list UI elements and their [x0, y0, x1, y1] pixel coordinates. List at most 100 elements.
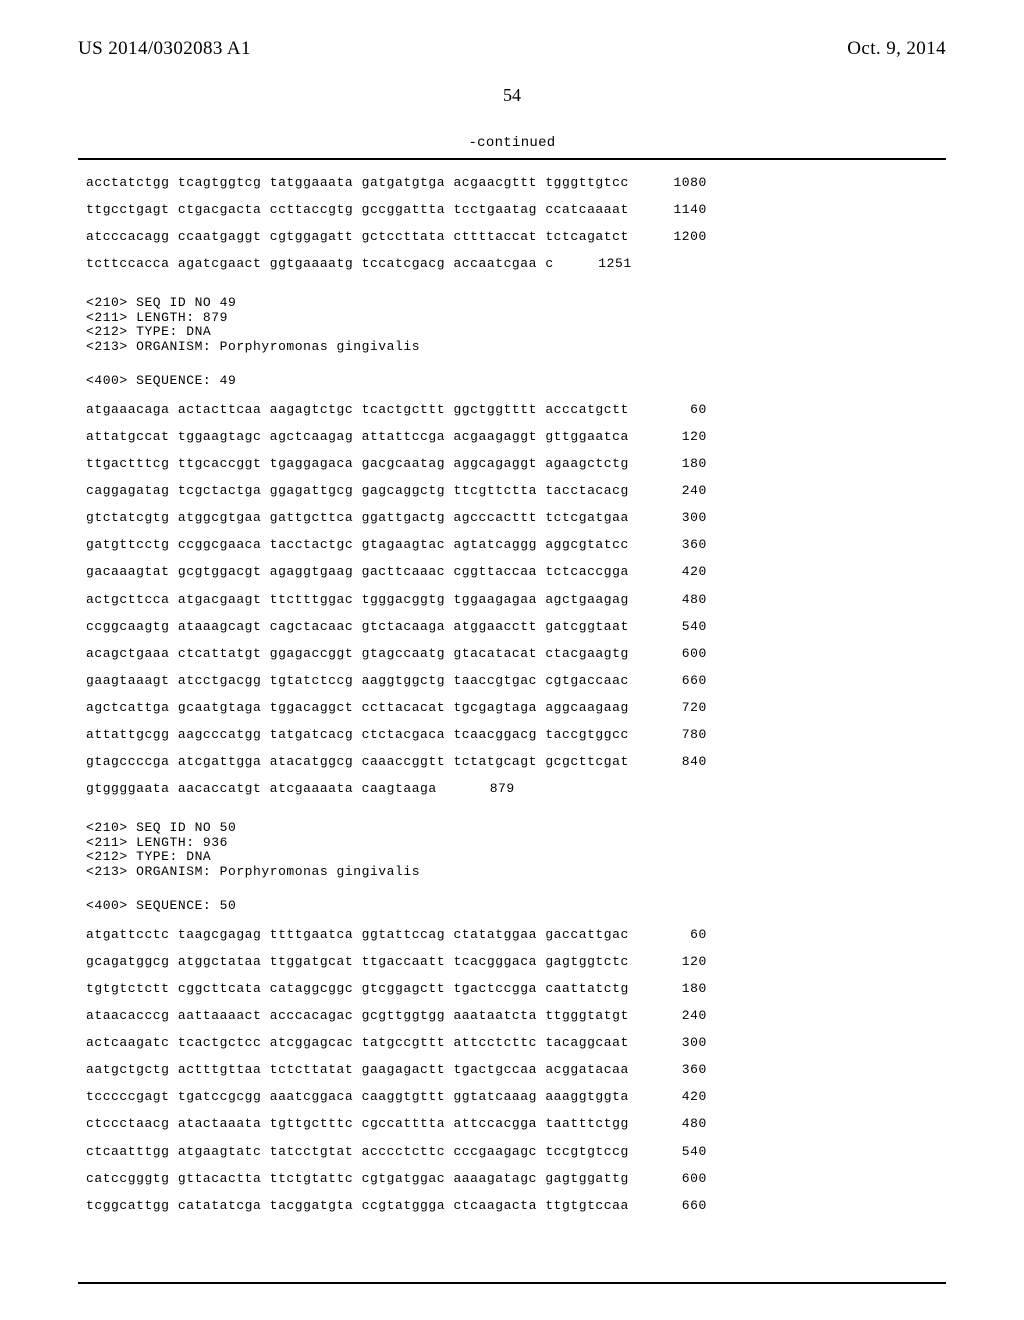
sequence-text: acagctgaaa ctcattatgt ggagaccggt gtagcca… [86, 647, 629, 662]
sequence-position: 1080 [643, 176, 707, 191]
sequence-position: 600 [643, 1172, 707, 1187]
publication-date: Oct. 9, 2014 [847, 38, 946, 60]
sequence-line: ttgcctgagt ctgacgacta ccttaccgtg gccggat… [86, 203, 938, 218]
sequence-position: 300 [643, 1036, 707, 1051]
sequence-text: tcccccgagt tgatccgcgg aaatcggaca caaggtg… [86, 1090, 629, 1105]
sequence-text: gcagatggcg atggctataa ttggatgcat ttgacca… [86, 955, 629, 970]
sequence-position: 720 [643, 701, 707, 716]
rule-top [78, 158, 946, 160]
sequence-position: 540 [643, 620, 707, 635]
sequence-text: attatgccat tggaagtagc agctcaagag attattc… [86, 430, 629, 445]
sequence-position: 540 [643, 1145, 707, 1160]
sequence-meta-line: <211> LENGTH: 879 [86, 311, 938, 326]
sequence-meta-line: <210> SEQ ID NO 49 [86, 296, 938, 311]
sequence-text: aatgctgctg actttgttaa tctcttatat gaagaga… [86, 1063, 629, 1078]
patent-number: US 2014/0302083 A1 [78, 38, 251, 60]
sequence-meta-block: <400> SEQUENCE: 50 [86, 899, 938, 914]
sequence-position: 360 [643, 1063, 707, 1078]
sequence-position: 480 [643, 593, 707, 608]
sequence-line: agctcattga gcaatgtaga tggacaggct ccttaca… [86, 701, 938, 716]
sequence-line: ttgactttcg ttgcaccggt tgaggagaca gacgcaa… [86, 457, 938, 472]
sequence-text: ttgcctgagt ctgacgacta ccttaccgtg gccggat… [86, 203, 629, 218]
sequence-meta-line: <400> SEQUENCE: 50 [86, 899, 938, 914]
sequence-text: gtctatcgtg atggcgtgaa gattgcttca ggattga… [86, 511, 629, 526]
sequence-position: 1251 [568, 257, 632, 272]
sequence-position: 240 [643, 484, 707, 499]
sequence-position: 60 [643, 928, 707, 943]
page: US 2014/0302083 A1 Oct. 9, 2014 54 -cont… [0, 0, 1024, 1320]
sequence-position: 420 [643, 565, 707, 580]
sequence-line: actgcttcca atgacgaagt ttctttggac tgggacg… [86, 593, 938, 608]
sequence-line: gatgttcctg ccggcgaaca tacctactgc gtagaag… [86, 538, 938, 553]
sequence-text: ccggcaagtg ataaagcagt cagctacaac gtctaca… [86, 620, 629, 635]
sequence-meta-line: <213> ORGANISM: Porphyromonas gingivalis [86, 865, 938, 880]
sequence-text: attattgcgg aagcccatgg tatgatcacg ctctacg… [86, 728, 629, 743]
rule-bottom [78, 1282, 946, 1284]
sequence-text: ctccctaacg atactaaata tgttgctttc cgccatt… [86, 1117, 629, 1132]
sequence-text: tcggcattgg catatatcga tacggatgta ccgtatg… [86, 1199, 629, 1214]
sequence-position: 120 [643, 955, 707, 970]
sequence-position: 660 [643, 1199, 707, 1214]
page-number: 54 [0, 85, 1024, 106]
sequence-text: gacaaagtat gcgtggacgt agaggtgaag gacttca… [86, 565, 629, 580]
sequence-line: ataacacccg aattaaaact acccacagac gcgttgg… [86, 1009, 938, 1024]
sequence-meta-block: <210> SEQ ID NO 49<211> LENGTH: 879<212>… [86, 296, 938, 354]
sequence-line: acagctgaaa ctcattatgt ggagaccggt gtagcca… [86, 647, 938, 662]
sequence-meta-line: <211> LENGTH: 936 [86, 836, 938, 851]
sequence-position: 420 [643, 1090, 707, 1105]
sequence-position: 1200 [643, 230, 707, 245]
sequence-line: gtctatcgtg atggcgtgaa gattgcttca ggattga… [86, 511, 938, 526]
sequence-meta-block: <400> SEQUENCE: 49 [86, 374, 938, 389]
sequence-text: caggagatag tcgctactga ggagattgcg gagcagg… [86, 484, 629, 499]
sequence-line: ccggcaagtg ataaagcagt cagctacaac gtctaca… [86, 620, 938, 635]
sequence-position: 879 [451, 782, 515, 797]
sequence-line: catccgggtg gttacactta ttctgtattc cgtgatg… [86, 1172, 938, 1187]
header-row: US 2014/0302083 A1 Oct. 9, 2014 [0, 38, 1024, 66]
sequence-text: agctcattga gcaatgtaga tggacaggct ccttaca… [86, 701, 629, 716]
sequence-position: 360 [643, 538, 707, 553]
sequence-meta-line: <212> TYPE: DNA [86, 325, 938, 340]
sequence-text: gatgttcctg ccggcgaaca tacctactgc gtagaag… [86, 538, 629, 553]
sequence-line: attatgccat tggaagtagc agctcaagag attattc… [86, 430, 938, 445]
sequence-line: ctccctaacg atactaaata tgttgctttc cgccatt… [86, 1117, 938, 1132]
sequence-position: 180 [643, 457, 707, 472]
sequence-line: tgtgtctctt cggcttcata cataggcggc gtcggag… [86, 982, 938, 997]
sequence-meta-block: <210> SEQ ID NO 50<211> LENGTH: 936<212>… [86, 821, 938, 879]
sequence-meta-line: <400> SEQUENCE: 49 [86, 374, 938, 389]
sequence-position: 300 [643, 511, 707, 526]
sequence-text: tgtgtctctt cggcttcata cataggcggc gtcggag… [86, 982, 629, 997]
sequence-text: actcaagatc tcactgctcc atcggagcac tatgccg… [86, 1036, 629, 1051]
sequence-line: caggagatag tcgctactga ggagattgcg gagcagg… [86, 484, 938, 499]
sequence-text: gaagtaaagt atcctgacgg tgtatctccg aaggtgg… [86, 674, 629, 689]
sequence-line: actcaagatc tcactgctcc atcggagcac tatgccg… [86, 1036, 938, 1051]
sequence-text: acctatctgg tcagtggtcg tatggaaata gatgatg… [86, 176, 629, 191]
sequence-text: tcttccacca agatcgaact ggtgaaaatg tccatcg… [86, 257, 554, 272]
sequence-line: aatgctgctg actttgttaa tctcttatat gaagaga… [86, 1063, 938, 1078]
sequence-position: 180 [643, 982, 707, 997]
sequence-line: gtggggaata aacaccatgt atcgaaaata caagtaa… [86, 782, 938, 797]
sequence-line: atgaaacaga actacttcaa aagagtctgc tcactgc… [86, 403, 938, 418]
sequence-line: atgattcctc taagcgagag ttttgaatca ggtattc… [86, 928, 938, 943]
sequence-meta-line: <212> TYPE: DNA [86, 850, 938, 865]
sequence-text: atgaaacaga actacttcaa aagagtctgc tcactgc… [86, 403, 629, 418]
sequence-position: 840 [643, 755, 707, 770]
sequence-line: attattgcgg aagcccatgg tatgatcacg ctctacg… [86, 728, 938, 743]
sequence-text: ataacacccg aattaaaact acccacagac gcgttgg… [86, 1009, 629, 1024]
sequence-text: gtagccccga atcgattgga atacatggcg caaaccg… [86, 755, 629, 770]
sequence-line: gaagtaaagt atcctgacgg tgtatctccg aaggtgg… [86, 674, 938, 689]
sequence-text: ttgactttcg ttgcaccggt tgaggagaca gacgcaa… [86, 457, 629, 472]
sequence-line: ctcaatttgg atgaagtatc tatcctgtat acccctc… [86, 1145, 938, 1160]
sequence-text: atgattcctc taagcgagag ttttgaatca ggtattc… [86, 928, 629, 943]
sequence-line: atcccacagg ccaatgaggt cgtggagatt gctcctt… [86, 230, 938, 245]
sequence-position: 1140 [643, 203, 707, 218]
sequence-line: acctatctgg tcagtggtcg tatggaaata gatgatg… [86, 176, 938, 191]
sequence-text: actgcttcca atgacgaagt ttctttggac tgggacg… [86, 593, 629, 608]
sequence-position: 60 [643, 403, 707, 418]
sequence-position: 120 [643, 430, 707, 445]
sequence-position: 480 [643, 1117, 707, 1132]
sequence-text: ctcaatttgg atgaagtatc tatcctgtat acccctc… [86, 1145, 629, 1160]
sequence-line: gcagatggcg atggctataa ttggatgcat ttgacca… [86, 955, 938, 970]
sequence-position: 600 [643, 647, 707, 662]
sequence-line: gtagccccga atcgattgga atacatggcg caaaccg… [86, 755, 938, 770]
sequence-position: 780 [643, 728, 707, 743]
